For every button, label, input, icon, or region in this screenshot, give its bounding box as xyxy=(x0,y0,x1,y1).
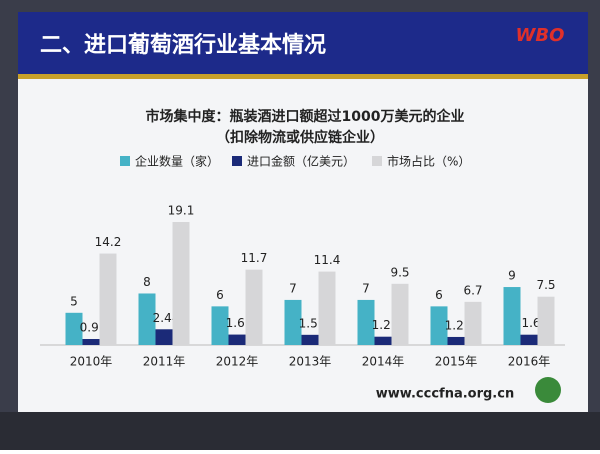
bar xyxy=(155,329,173,345)
logo: WBO xyxy=(516,25,565,46)
value-label: 1.6 xyxy=(521,316,540,330)
bar xyxy=(447,336,465,345)
x-tick-label: 2012年 xyxy=(216,355,259,369)
legend-label: 企业数量（家） xyxy=(135,154,219,169)
bar xyxy=(301,334,319,345)
value-label: 11.4 xyxy=(314,253,341,267)
value-label: 7 xyxy=(289,281,297,295)
footer-url: www.cccfna.org.cn xyxy=(376,387,514,402)
legend-label: 市场占比（%） xyxy=(387,154,470,169)
value-label: 11.7 xyxy=(241,251,268,265)
legend-swatch xyxy=(120,156,130,166)
value-label: 8 xyxy=(143,275,151,289)
value-label: 7.5 xyxy=(536,278,555,292)
chart-subtitle: （扣除物流或供应链企业） xyxy=(216,129,384,146)
value-label: 7 xyxy=(362,281,370,295)
x-tick-label: 2014年 xyxy=(362,355,405,369)
header-stripe xyxy=(18,74,588,79)
value-label: 5 xyxy=(70,294,78,308)
legend-label: 进口金额（亿美元） xyxy=(247,154,355,169)
bar xyxy=(172,222,190,345)
x-tick-label: 2013年 xyxy=(289,355,332,369)
value-label: 9 xyxy=(508,269,516,283)
x-tick-label: 2016年 xyxy=(508,355,551,369)
bar xyxy=(374,336,392,345)
legend-swatch xyxy=(372,156,382,166)
bar xyxy=(65,312,83,345)
bar xyxy=(464,301,482,345)
value-label: 19.1 xyxy=(168,204,195,218)
x-tick-label: 2015年 xyxy=(435,355,478,369)
legend-swatch xyxy=(232,156,242,166)
bar xyxy=(520,334,538,345)
bar xyxy=(318,271,336,345)
x-tick-label: 2010年 xyxy=(70,355,113,369)
bar xyxy=(430,306,448,345)
bar xyxy=(99,253,117,345)
bar xyxy=(245,269,263,345)
header-title: 二、进口葡萄酒行业基本情况 xyxy=(40,32,326,58)
chart-title: 市场集中度：瓶装酒进口额超过1000万美元的企业 xyxy=(146,108,465,125)
bar xyxy=(211,306,229,345)
header-band xyxy=(18,12,588,74)
bar xyxy=(82,339,100,345)
bar xyxy=(284,299,302,345)
bar xyxy=(503,287,521,345)
value-label: 6 xyxy=(216,288,224,302)
value-label: 6.7 xyxy=(463,283,482,297)
value-label: 9.5 xyxy=(390,265,409,279)
value-label: 14.2 xyxy=(95,235,122,249)
audience xyxy=(0,412,600,450)
bar xyxy=(537,296,555,345)
bar xyxy=(357,299,375,345)
bar xyxy=(391,283,409,345)
value-label: 6 xyxy=(435,288,443,302)
bar xyxy=(228,334,246,345)
footer-logo xyxy=(535,377,561,403)
bar xyxy=(138,293,156,345)
x-tick-label: 2011年 xyxy=(143,355,186,369)
